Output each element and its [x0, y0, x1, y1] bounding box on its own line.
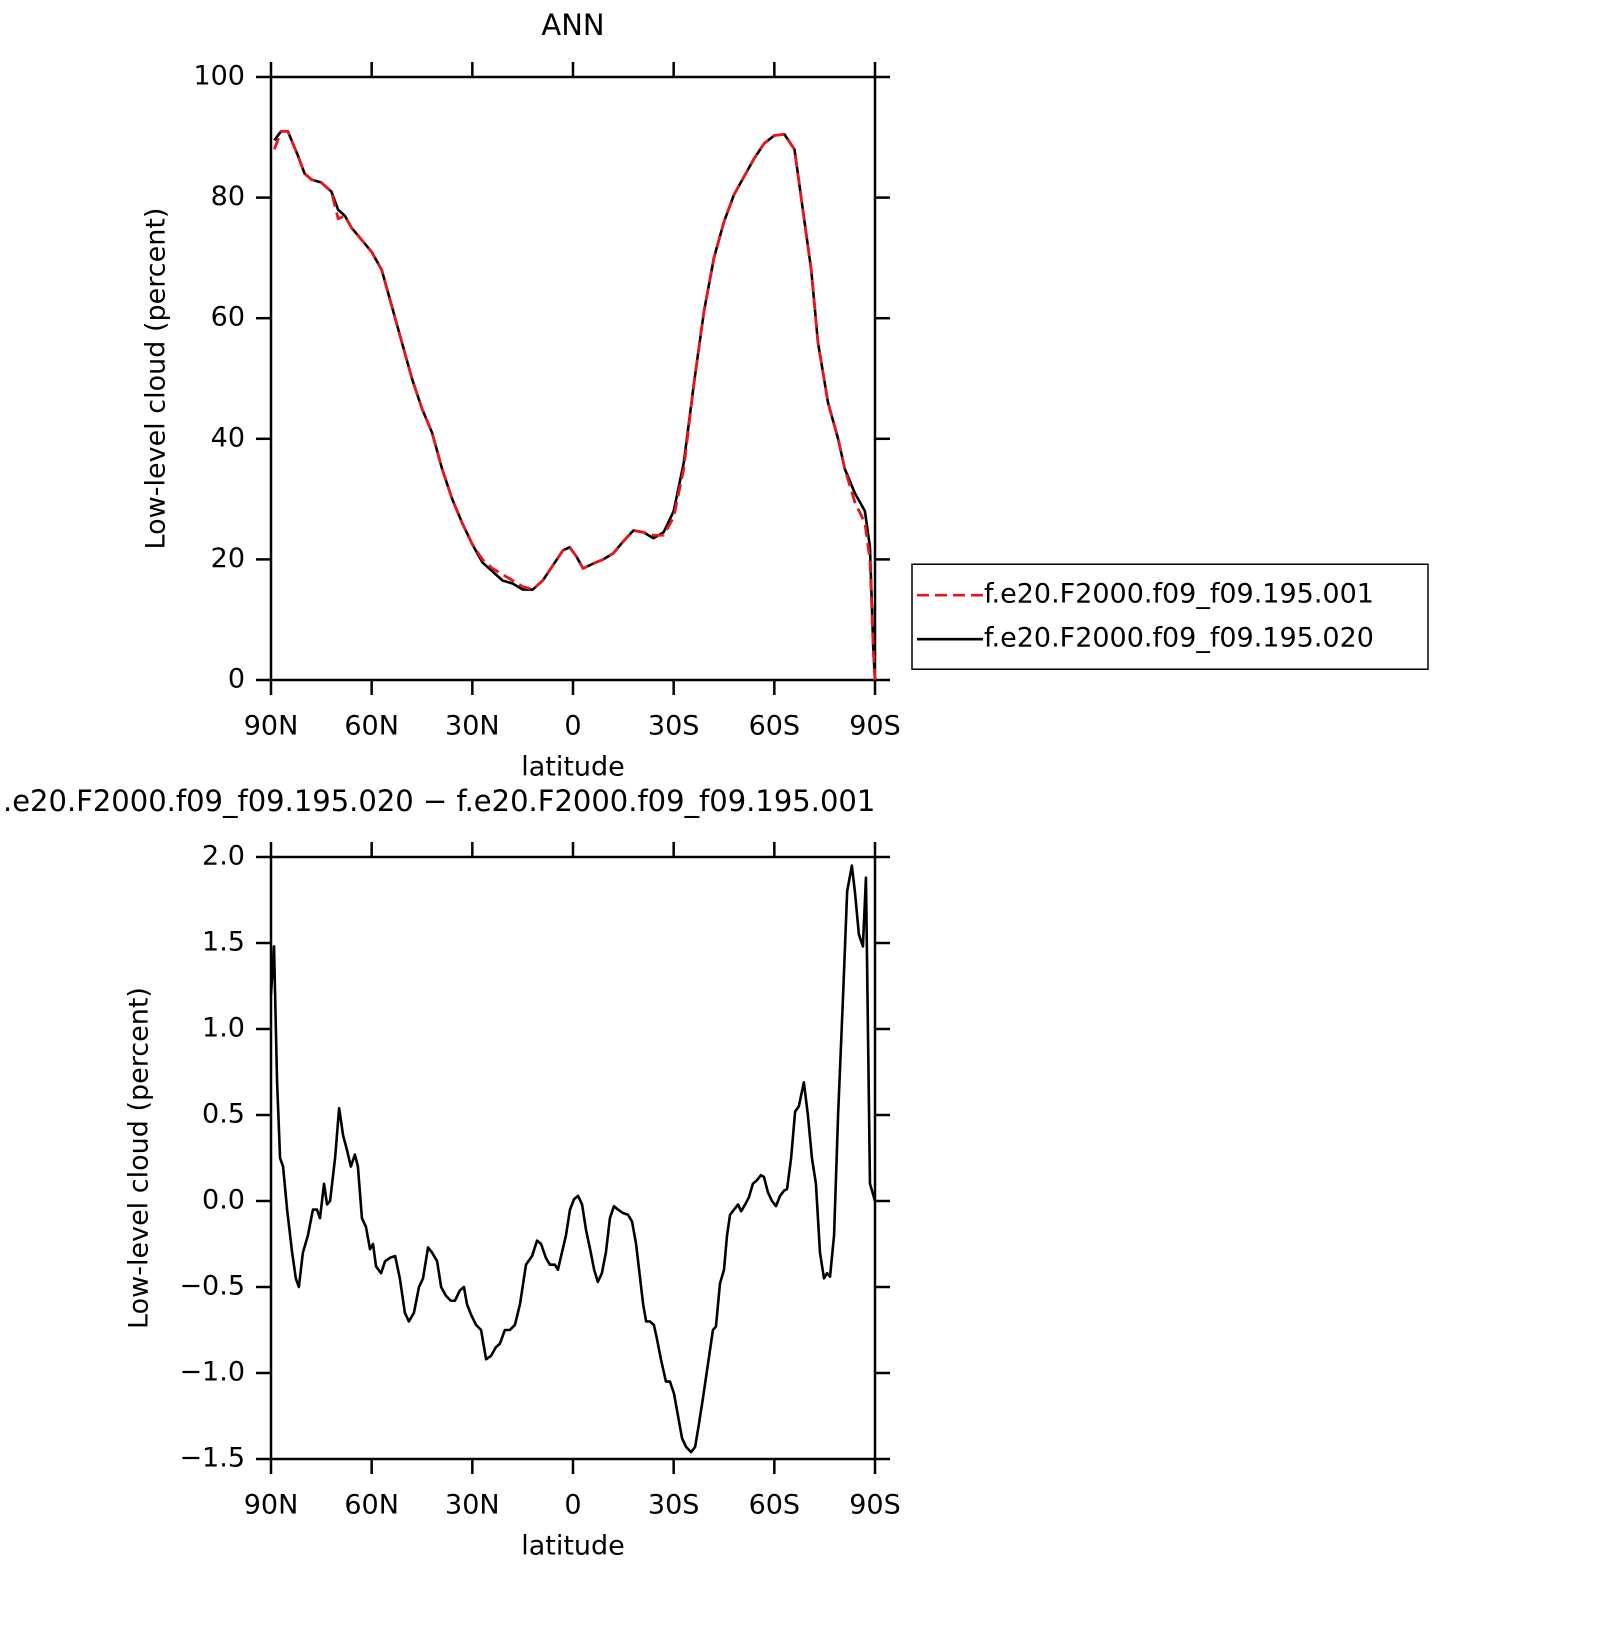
y-tick-label: 1.0 — [202, 1013, 245, 1044]
y-tick-label: 0 — [228, 664, 245, 695]
x-tick-label: 60S — [749, 1490, 801, 1521]
x-tick-label: 30N — [445, 1490, 500, 1521]
y-tick-label: 20 — [211, 543, 245, 574]
x-axis-label: latitude — [521, 752, 625, 783]
x-tick-label: 60N — [344, 1490, 399, 1521]
y-tick-label: 60 — [211, 302, 245, 333]
legend-label: f.e20.F2000.f09_f09.195.001 — [984, 579, 1374, 610]
chart-title: ANN — [541, 8, 604, 42]
y-tick-label: 0.5 — [202, 1099, 245, 1130]
data-line — [273, 129, 877, 681]
y-tick-label: −1.0 — [179, 1357, 245, 1388]
y-tick-label: 40 — [211, 422, 245, 453]
legend-label: f.e20.F2000.f09_f09.195.020 — [984, 623, 1374, 654]
x-tick-label: 90N — [244, 1490, 299, 1521]
y-tick-label: 0.0 — [202, 1185, 245, 1216]
x-tick-label: 0 — [564, 711, 581, 742]
y-tick-label: −0.5 — [179, 1271, 245, 1302]
data-line — [269, 864, 877, 1454]
plot-frame — [269, 855, 877, 1461]
plot-frame — [269, 75, 877, 682]
x-axis-label: latitude — [521, 1531, 625, 1562]
y-tick-label: 80 — [211, 181, 245, 212]
y-tick-label: 100 — [193, 61, 245, 92]
x-tick-label: 30S — [648, 1490, 700, 1521]
x-tick-label: 60S — [749, 711, 801, 742]
x-tick-label: 60N — [344, 711, 399, 742]
data-line — [273, 129, 877, 681]
x-tick-label: 90N — [244, 711, 299, 742]
x-tick-label: 30N — [445, 711, 500, 742]
x-tick-label: 0 — [564, 1490, 581, 1521]
y-tick-label: 2.0 — [202, 841, 245, 872]
chart-title: .e20.F2000.f09_f09.195.020 − f.e20.F2000… — [3, 784, 875, 818]
y-tick-label: −1.5 — [179, 1443, 245, 1474]
y-tick-label: 1.5 — [202, 927, 245, 958]
x-tick-label: 90S — [849, 1490, 901, 1521]
y-axis-label: Low-level cloud (percent) — [124, 987, 155, 1329]
y-axis-label: Low-level cloud (percent) — [141, 208, 172, 550]
legend-box — [911, 563, 1429, 670]
x-tick-label: 30S — [648, 711, 700, 742]
x-tick-label: 90S — [849, 711, 901, 742]
